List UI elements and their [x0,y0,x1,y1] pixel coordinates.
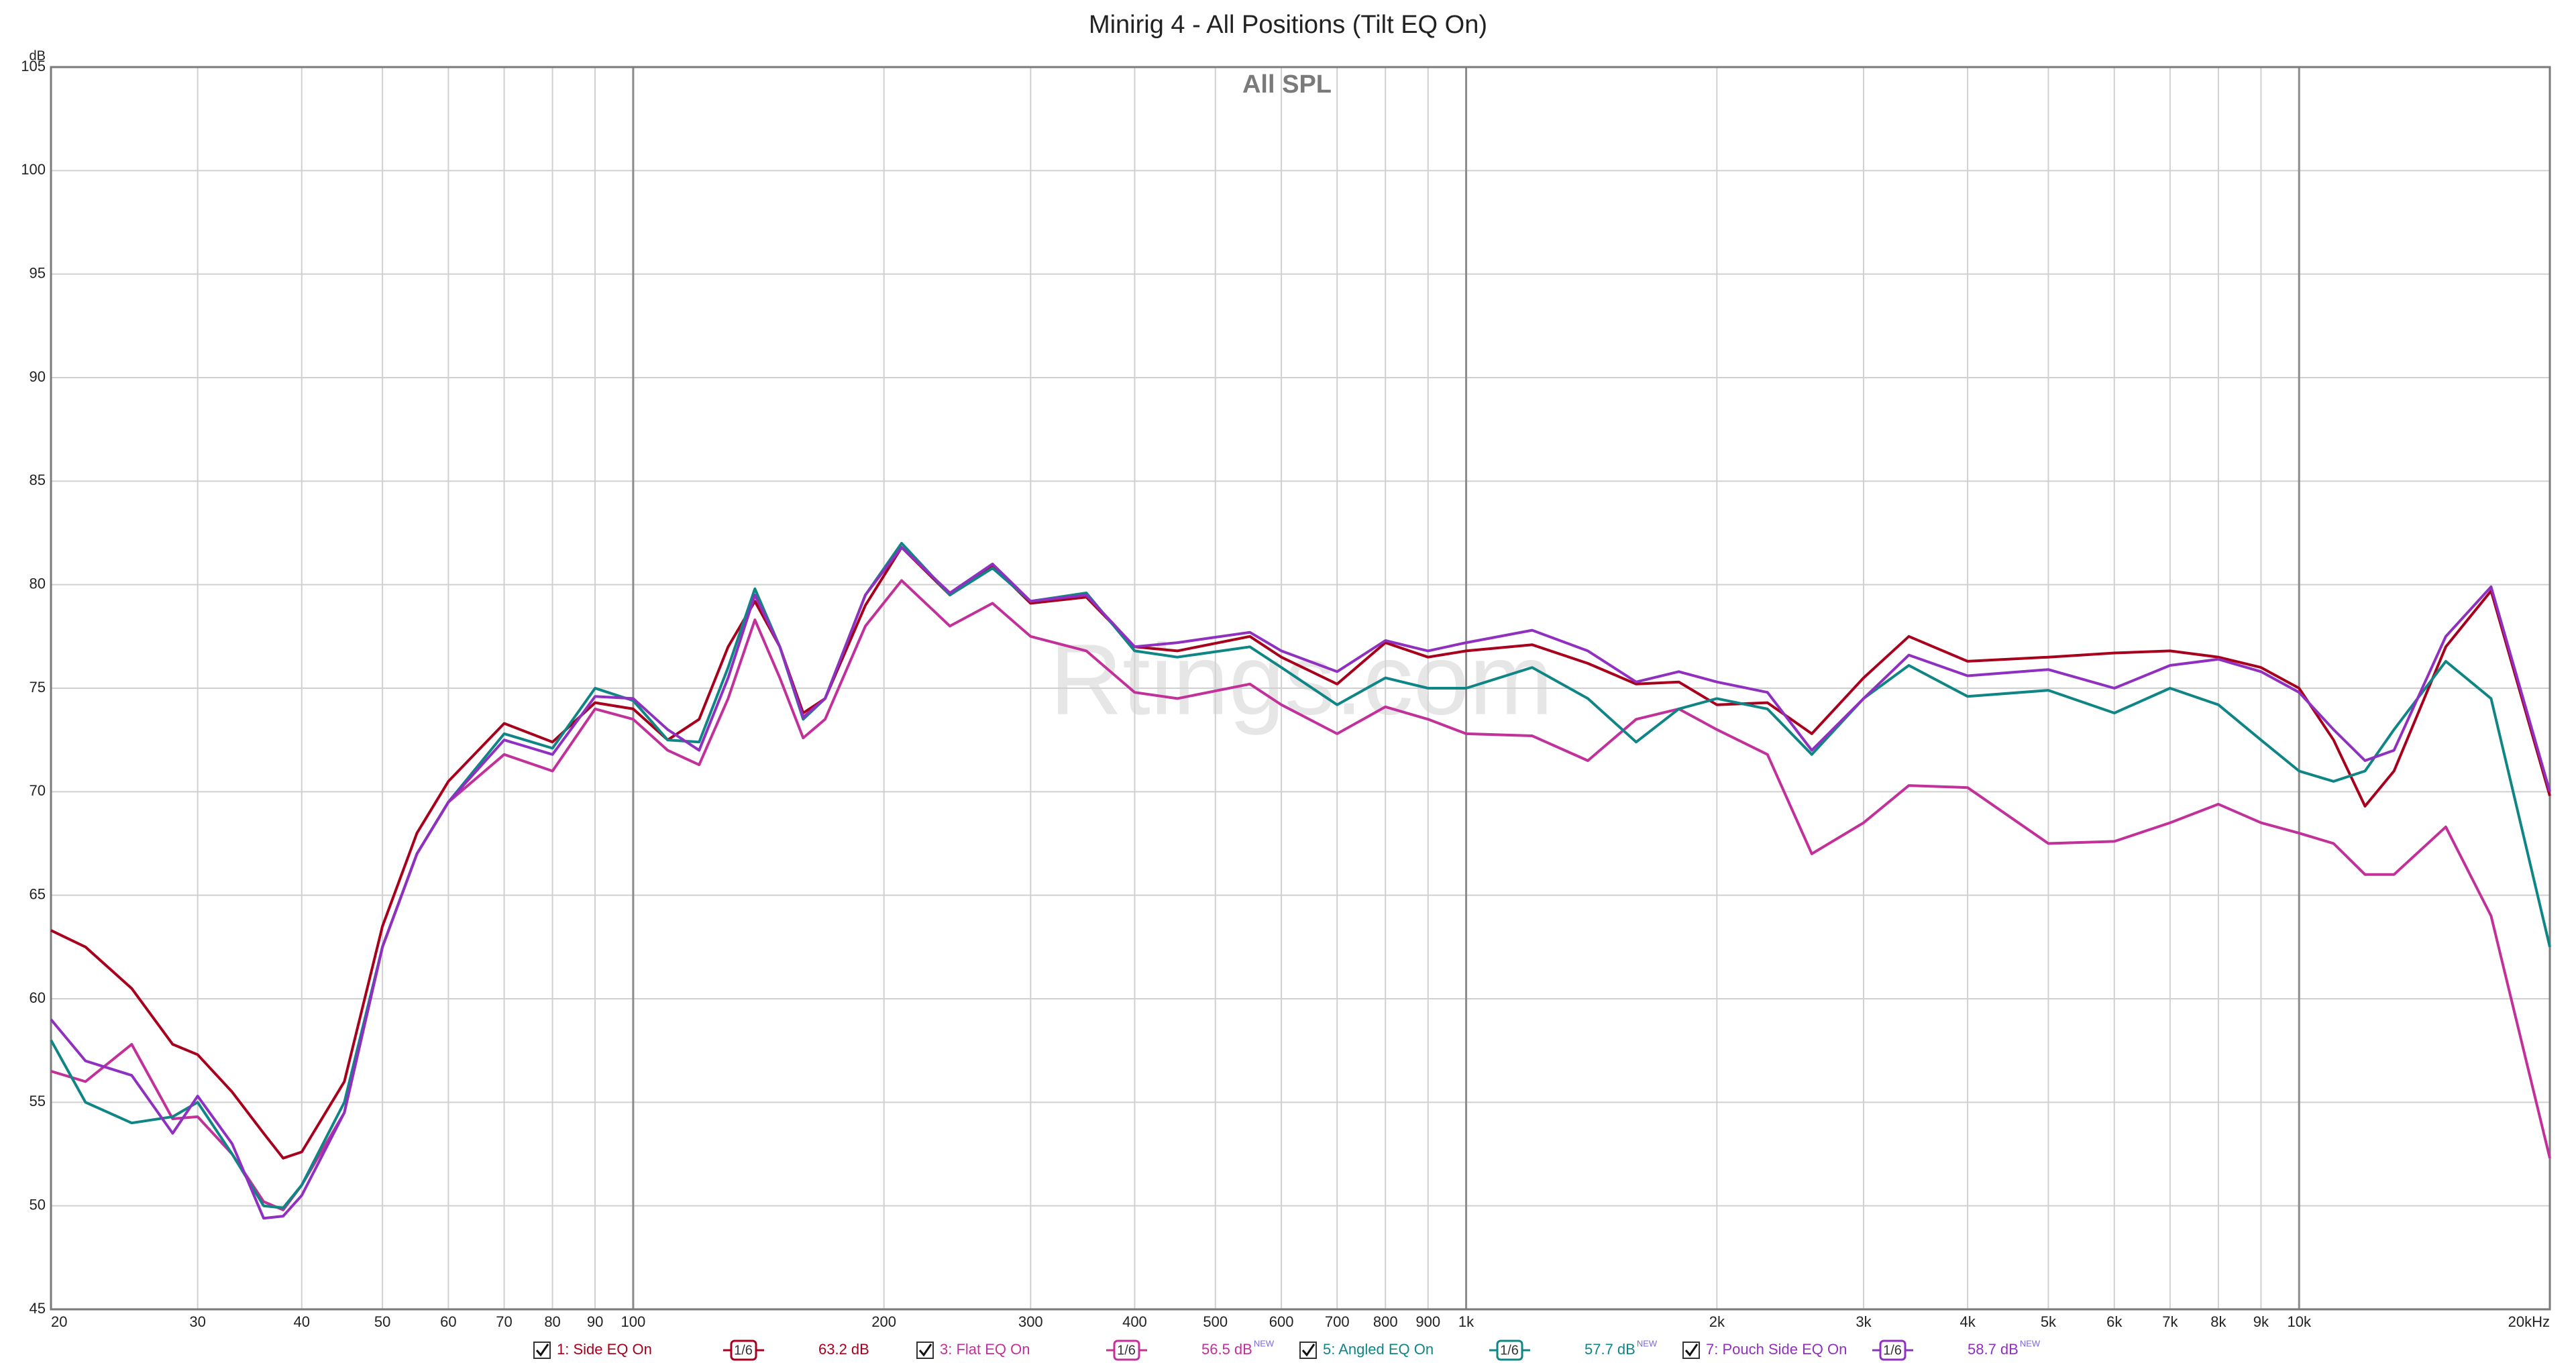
legend-smoothing: 1/6 [1500,1343,1519,1358]
y-tick-label: 65 [30,885,46,902]
x-tick-label: 100 [621,1313,646,1330]
x-tick-label: 2k [1709,1313,1725,1330]
x-tick-label: 600 [1269,1313,1294,1330]
y-tick-label: 105 [21,58,46,74]
legend-label: 7: Pouch Side EQ On [1706,1341,1847,1358]
x-tick-label: 4k [1960,1313,1976,1330]
legend-label: 1: Side EQ On [557,1341,652,1358]
legend-check [918,1344,932,1357]
legend-label: 5: Angled EQ On [1323,1341,1434,1358]
x-tick-label: 60 [440,1313,456,1330]
x-tick-label: 1k [1458,1313,1474,1330]
plot-border [50,66,2551,1311]
legend-badge: NEW [1254,1338,1275,1348]
legend-smoothing-box[interactable] [730,1339,757,1361]
subtitle: All SPL [1242,70,1332,99]
y-tick-label: 85 [30,472,46,488]
legend-smoothing-box[interactable] [1496,1339,1523,1361]
x-tick-label: 3k [1856,1313,1872,1330]
y-unit: dB [30,48,46,63]
legend-badge: NEW [1637,1338,1658,1348]
x-tick-label: 40 [294,1313,310,1330]
x-tick-label: 20kHz [2508,1313,2550,1330]
legend-label: 3: Flat EQ On [940,1341,1030,1358]
y-tick-label: 80 [30,575,46,592]
legend-level: 63.2 dB [818,1341,869,1358]
x-tick-label: 10k [2287,1313,2311,1330]
y-tick-label: 70 [30,782,46,799]
legend-check [1684,1344,1699,1357]
legend-smoothing: 1/6 [1883,1343,1902,1358]
x-tick-label: 80 [544,1313,560,1330]
x-tick-label: 30 [189,1313,205,1330]
legend-level: 58.7 dB [1968,1341,2019,1358]
x-tick-label: 5k [2041,1313,2057,1330]
chart-title: Minirig 4 - All Positions (Tilt EQ On) [1089,11,1487,39]
y-tick-label: 100 [21,161,46,178]
legend-level: 57.7 dB [1585,1341,1635,1358]
legend-check [1301,1344,1316,1357]
x-tick-label: 500 [1203,1313,1228,1330]
y-tick-label: 75 [30,679,46,696]
y-tick-label: 45 [30,1300,46,1317]
legend-smoothing: 1/6 [734,1343,753,1358]
x-tick-label: 7k [2162,1313,2178,1330]
x-tick-label: 200 [871,1313,896,1330]
x-tick-label: 700 [1325,1313,1350,1330]
x-tick-label: 6k [2106,1313,2123,1330]
y-tick-label: 50 [30,1196,46,1213]
x-tick-label: 300 [1018,1313,1043,1330]
y-tick-label: 95 [30,264,46,281]
x-tick-label: 50 [374,1313,390,1330]
x-tick-label: 70 [496,1313,512,1330]
legend-check [535,1344,549,1357]
series-line [50,546,2551,1220]
x-tick-label: 20 [51,1313,67,1330]
legend-level: 56.5 dB [1201,1341,1252,1358]
y-tick-label: 60 [30,989,46,1006]
x-tick-label: 90 [587,1313,603,1330]
x-tick-label: 400 [1122,1313,1147,1330]
x-tick-label: 8k [2210,1313,2226,1330]
x-tick-label: 800 [1373,1313,1398,1330]
y-tick-label: 90 [30,368,46,385]
legend-smoothing-box[interactable] [1879,1339,1907,1361]
y-tick-label: 55 [30,1093,46,1109]
legend-smoothing-box[interactable] [1113,1339,1140,1361]
legend-badge: NEW [2020,1338,2041,1348]
x-tick-label: 9k [2253,1313,2269,1330]
x-tick-label: 900 [1415,1313,1440,1330]
legend-smoothing: 1/6 [1117,1343,1136,1358]
